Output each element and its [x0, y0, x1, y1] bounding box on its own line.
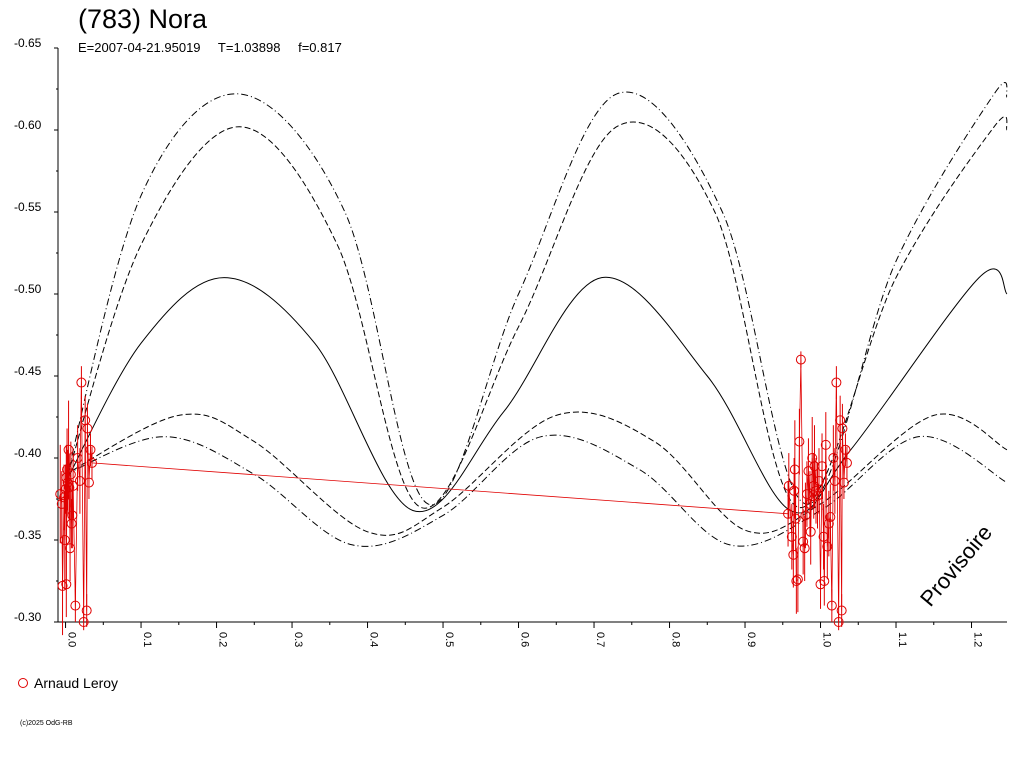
period-label: T=1.03898 [217, 40, 281, 55]
data-point [819, 576, 830, 586]
fit-curves [65, 82, 1008, 547]
data-point [82, 423, 93, 434]
data-point [838, 477, 849, 488]
data-point [789, 485, 800, 496]
legend: Arnaud Leroy [18, 675, 118, 691]
data-point [791, 576, 802, 586]
y-tick-label: -0.65 [14, 36, 42, 50]
y-tick-label: -0.45 [14, 364, 42, 378]
data-point [61, 579, 72, 590]
data-point [810, 485, 821, 496]
data-point [63, 444, 74, 455]
x-tick-label: 0.0 [66, 632, 78, 647]
fit-curve-dashed [65, 116, 1008, 509]
chart-title: (783) Nora [78, 4, 208, 34]
x-tick-label: 1.0 [821, 632, 833, 647]
data-point [837, 423, 848, 434]
x-tick-label: 0.4 [368, 632, 380, 647]
data-point [803, 466, 814, 477]
fit-curve-dashed [65, 411, 1008, 536]
data-point [822, 541, 833, 552]
data-point [836, 605, 847, 616]
data-point [823, 518, 834, 529]
x-tick-label: 1.2 [972, 632, 984, 647]
y-tick-label: -0.60 [14, 118, 42, 132]
data-point [72, 453, 83, 463]
x-tick-label: 1.1 [896, 632, 908, 647]
data-point [798, 536, 809, 547]
fit-curve-dashdot [65, 82, 1008, 506]
data-point [85, 444, 96, 455]
data-point [795, 354, 806, 365]
data-point [840, 444, 851, 455]
y-tick-label: -0.55 [14, 200, 42, 214]
data-points [55, 351, 852, 636]
data-point [828, 453, 839, 463]
data-point [78, 617, 89, 627]
data-point [81, 605, 92, 616]
data-point [786, 531, 797, 542]
x-tick-label: 0.7 [594, 632, 606, 647]
y-tick-label: -0.40 [14, 446, 42, 460]
data-point [841, 457, 852, 468]
data-point [67, 510, 78, 521]
data-point [83, 477, 94, 488]
data-point [86, 457, 97, 468]
data-point [815, 579, 826, 590]
fit-curve-solid [65, 268, 1008, 514]
data-point [814, 475, 825, 486]
data-point [805, 526, 816, 537]
data-point [66, 518, 77, 529]
fit-curve-dashdot [65, 434, 1008, 547]
x-tick-label: 0.2 [217, 632, 229, 647]
x-tick-label: 0.8 [670, 632, 682, 647]
y-tick-label: -0.35 [14, 528, 42, 542]
data-point [820, 439, 831, 450]
data-point [799, 543, 810, 554]
x-tick-label: 0.6 [519, 632, 531, 647]
y-tick-label: -0.30 [14, 610, 42, 624]
legend-marker-icon [18, 678, 28, 688]
data-point [70, 600, 81, 611]
data-point [794, 436, 805, 447]
data-point [76, 377, 87, 388]
x-tick-label: 0.3 [292, 632, 304, 647]
data-point [817, 461, 828, 472]
data-point [801, 489, 812, 500]
f-label: f=0.817 [298, 40, 342, 55]
data-point [783, 508, 794, 519]
data-point [818, 531, 829, 542]
data-point [826, 600, 837, 611]
copyright-note: (c)2025 OdG-RB [20, 720, 73, 727]
data-point [790, 513, 801, 524]
data-point [825, 512, 836, 523]
data-point [65, 543, 76, 554]
legend-label: Arnaud Leroy [34, 675, 119, 691]
chart-subtitle: E=2007-04-21.95019 T=1.03898 f=0.817 [78, 40, 356, 55]
axes: -0.65 -0.60 -0.55 -0.50 -0.45 -0.40 -0.35 -0.30… [14, 36, 1007, 647]
data-point [65, 469, 76, 480]
y-tick-label: -0.50 [14, 282, 42, 296]
x-tick-label: 0.5 [443, 632, 455, 647]
data-point [831, 377, 842, 388]
x-tick-label: 0.9 [745, 632, 757, 647]
x-tick-label: 0.1 [141, 632, 153, 647]
data-point [59, 535, 70, 545]
data-point [792, 574, 803, 585]
epoch-label: E=2007-04-21.95019 [78, 40, 201, 55]
data-point [833, 617, 844, 627]
data-connector-line [59, 359, 848, 623]
